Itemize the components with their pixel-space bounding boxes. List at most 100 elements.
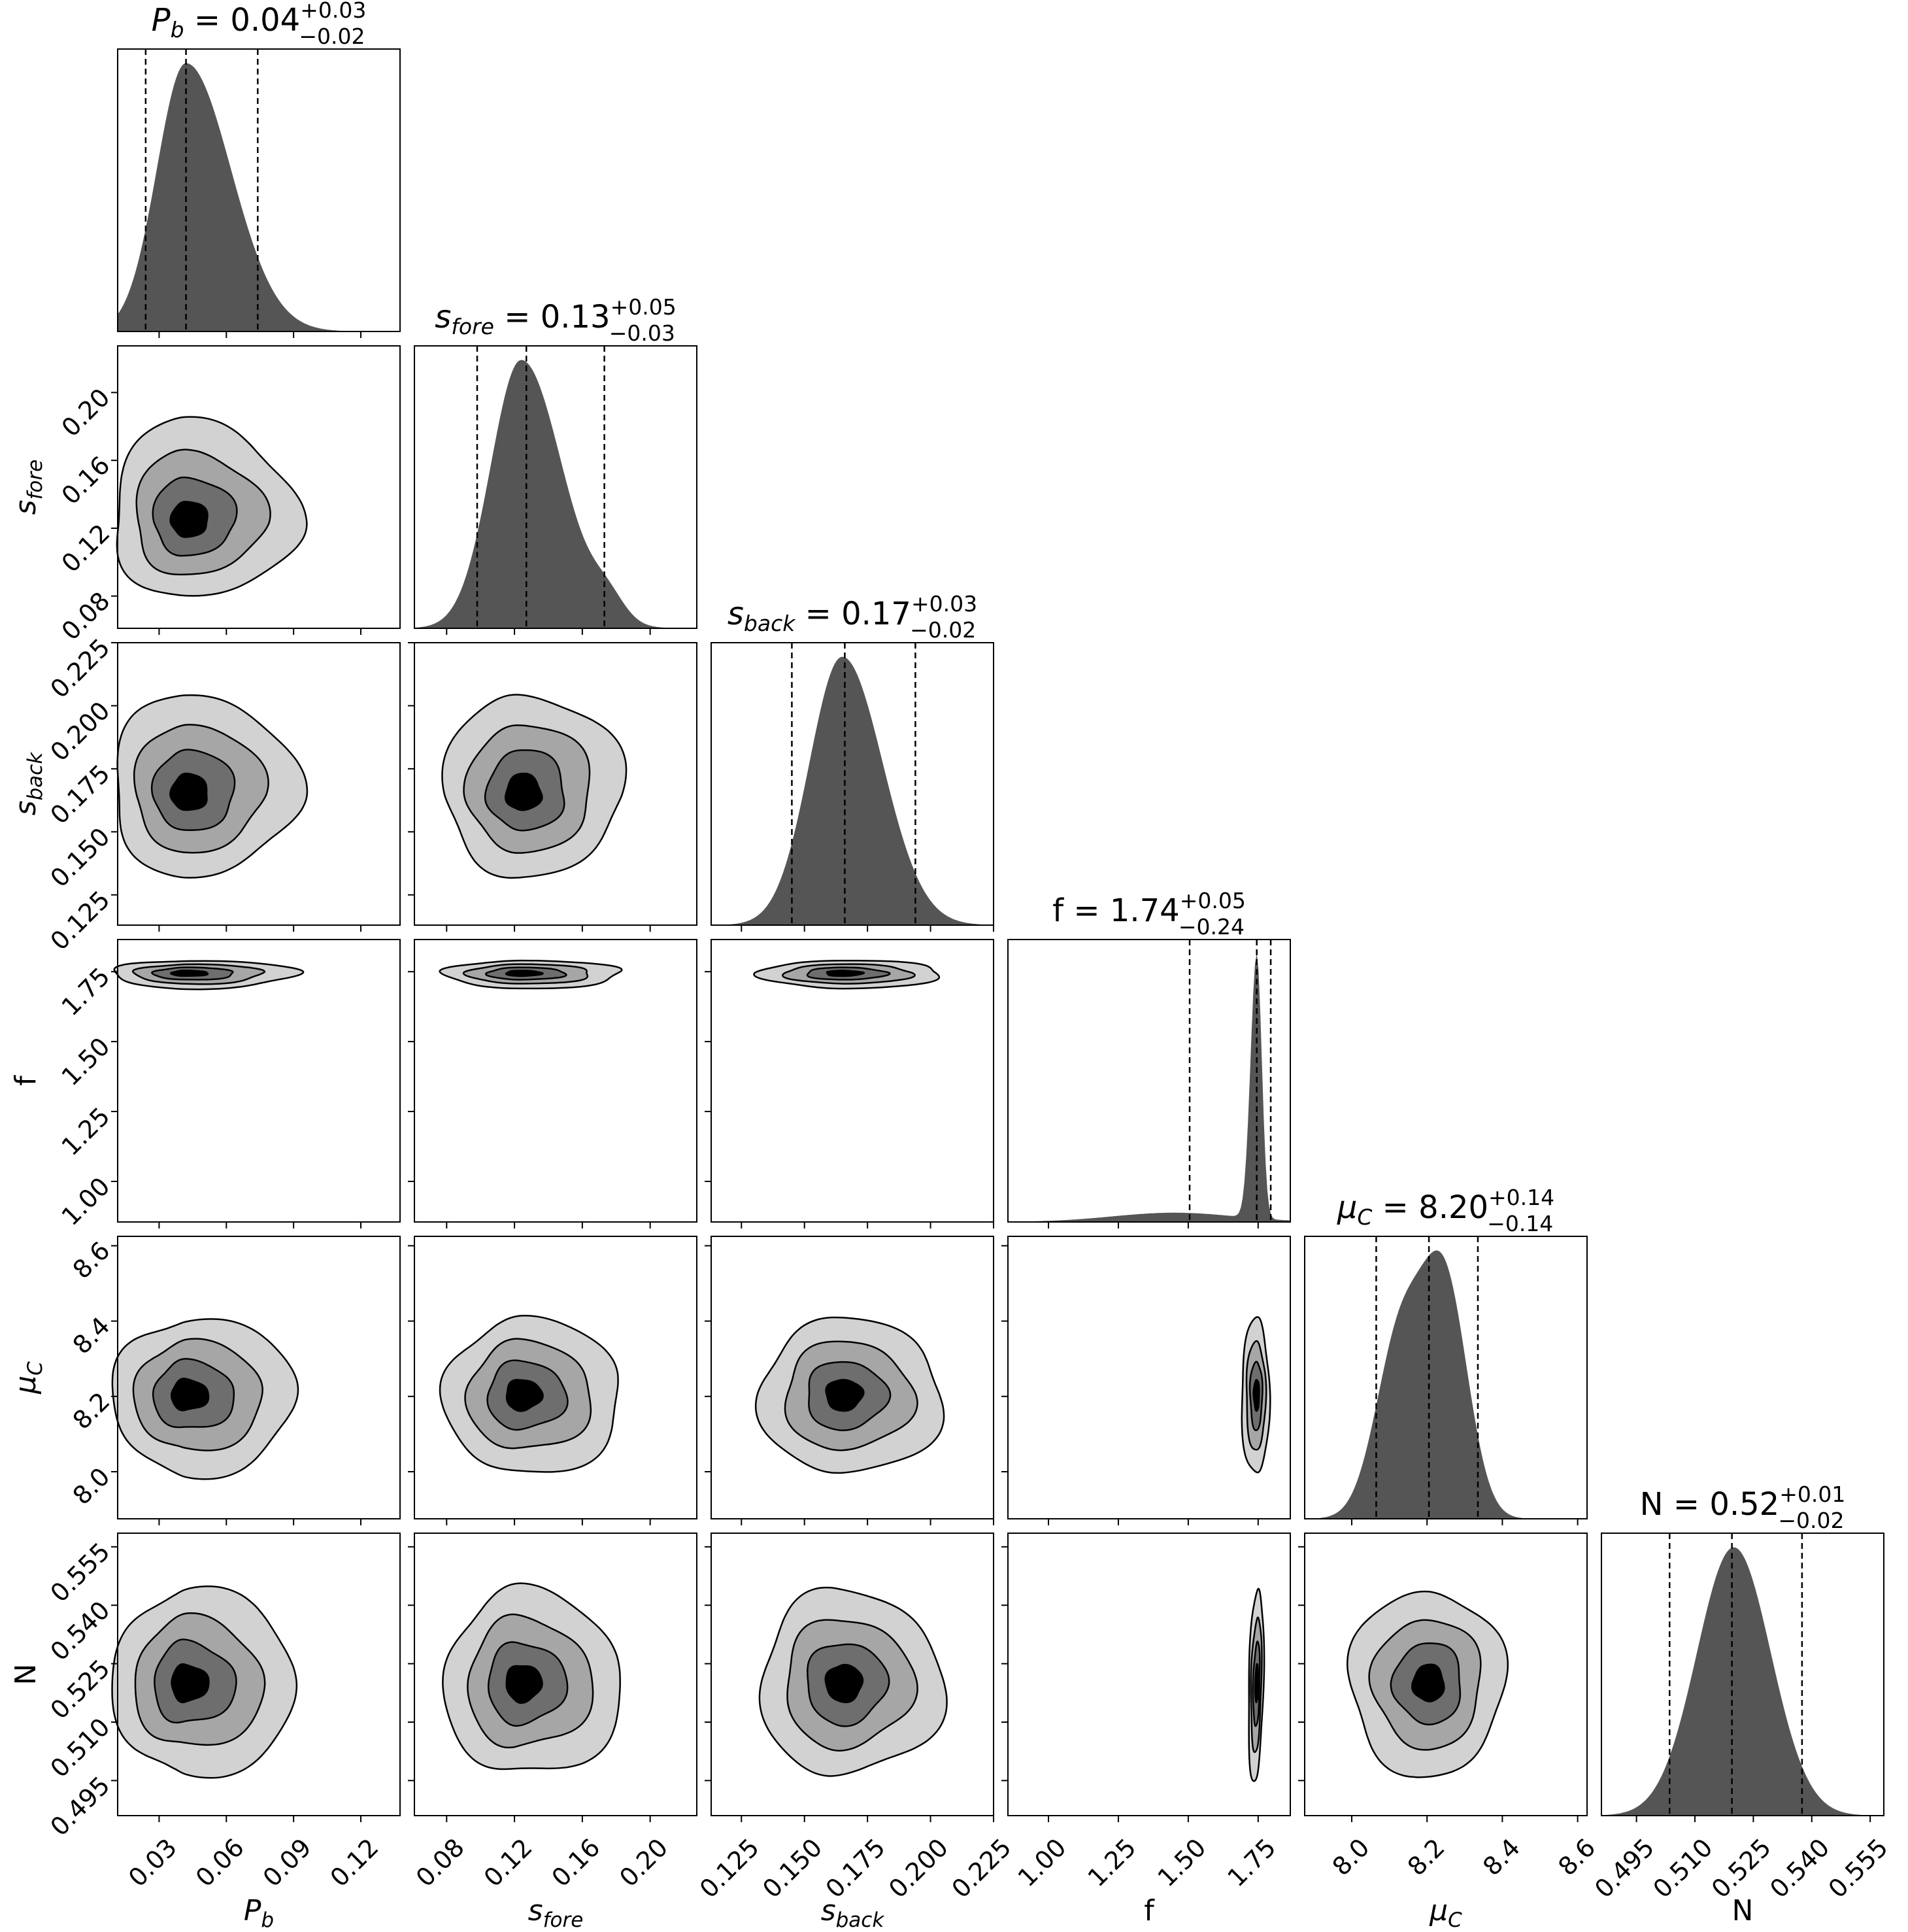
- y-tick-label: 0.495: [45, 1771, 116, 1842]
- axis-frame: [117, 1533, 401, 1816]
- y-tick-label: 1.25: [56, 1102, 116, 1161]
- contour-level-4: [505, 1379, 544, 1412]
- contour-panel-f-muC: [1001, 1236, 1291, 1525]
- y-tick-label: 0.200: [45, 696, 116, 767]
- axis-frame: [414, 642, 697, 926]
- axis-frame: [711, 1236, 994, 1519]
- hist-panel-muC: μC = 8.20+0.14 −0.14: [1304, 1185, 1588, 1525]
- x-tick-label: 0.150: [757, 1833, 828, 1903]
- x-tick-label: 0.03: [123, 1833, 182, 1892]
- hist-panel-sfore: sfore = 0.13+0.05 −0.03: [414, 294, 697, 635]
- x-tick-label: 1.75: [1222, 1833, 1281, 1892]
- y-tick-label: 0.125: [45, 885, 116, 956]
- x-tick-label: 0.06: [190, 1833, 250, 1892]
- contour-level-4: [824, 1663, 864, 1704]
- y-tick-label: 0.150: [45, 822, 116, 892]
- contour-panel-sback-f: [705, 939, 994, 1229]
- axis-frame: [711, 939, 994, 1223]
- y-axis-label-f: f: [9, 1075, 42, 1086]
- y-tick-label: 1.75: [56, 962, 116, 1021]
- axis-frame: [1304, 1236, 1588, 1519]
- x-tick-label: 0.175: [820, 1833, 891, 1903]
- y-tick-label: 0.555: [45, 1537, 116, 1608]
- x-tick-label: 0.525: [1706, 1833, 1777, 1903]
- title-sback: sback = 0.17+0.03 −0.02: [728, 591, 977, 643]
- y-tick-label: 0.225: [45, 633, 116, 703]
- contour-level-4: [505, 970, 544, 977]
- contour-level-4: [170, 1378, 210, 1412]
- x-axis-label-N: N: [1732, 1894, 1754, 1927]
- x-axis-label-sfore: sfore: [528, 1894, 584, 1932]
- histogram-N: [1601, 1547, 1884, 1816]
- axis-frame: [414, 939, 697, 1223]
- title-Pb: Pb = 0.04+0.03 −0.02: [152, 0, 367, 49]
- x-tick-label: 0.20: [614, 1833, 673, 1892]
- y-tick-label: 1.50: [56, 1032, 116, 1091]
- x-tick-label: 1.50: [1152, 1833, 1212, 1892]
- hist-panel-f: f = 1.74+0.05 −0.24: [1007, 888, 1291, 1229]
- x-tick-label: 8.2: [1402, 1833, 1450, 1881]
- y-axis-label-sback: sback: [9, 752, 47, 816]
- contour-level-4: [171, 1663, 210, 1704]
- axis-frame: [1601, 1533, 1884, 1816]
- title-muC: μC = 8.20+0.14 −0.14: [1337, 1185, 1554, 1236]
- contour-panel-Pb-N: 0.03 0.06 0.09 0.12 0.4950.5100.5250.5400.55…: [9, 1533, 401, 1932]
- histogram-muC: [1305, 1250, 1587, 1519]
- x-axis-label-sback: sback: [821, 1894, 885, 1932]
- contour-level-4: [169, 772, 208, 811]
- axis-frame: [117, 345, 401, 629]
- contour-level-4: [169, 970, 209, 977]
- x-tick-label: 8.0: [1327, 1833, 1375, 1881]
- axis-frame: [414, 345, 697, 629]
- y-tick-label: 0.08: [56, 586, 116, 646]
- contour-level-4: [825, 1379, 865, 1412]
- x-tick-label: 1.00: [1013, 1833, 1072, 1892]
- contour-panel-sfore-f: [408, 939, 697, 1229]
- y-axis-label-sfore: sfore: [9, 460, 47, 515]
- contour-panel-sfore-sback: [408, 642, 697, 932]
- hist-panel-Pb: Pb = 0.04+0.03 −0.02: [117, 0, 401, 338]
- x-tick-label: 8.4: [1477, 1833, 1526, 1881]
- contour-level-4: [826, 970, 865, 977]
- contour-level-4: [1411, 1663, 1445, 1703]
- x-tick-label: 0.225: [946, 1833, 1017, 1903]
- histogram-Pb: [118, 63, 400, 331]
- y-tick-label: 0.12: [56, 518, 116, 578]
- y-tick-label: 0.525: [45, 1654, 116, 1725]
- hist-panel-sback: sback = 0.17+0.03 −0.02: [711, 591, 994, 932]
- x-tick-label: 0.495: [1589, 1833, 1660, 1903]
- x-axis-label-muC: μC: [1429, 1894, 1462, 1932]
- axis-frame: [711, 642, 994, 926]
- x-tick-label: 0.555: [1823, 1833, 1894, 1903]
- y-tick-label: 8.2: [67, 1387, 116, 1435]
- hist-panel-N: N = 0.52+0.01 −0.02 0.4950.5100.5250.5400.…: [1589, 1482, 1894, 1927]
- axis-frame: [1007, 1236, 1291, 1519]
- axis-frame: [711, 1533, 994, 1816]
- x-tick-label: 8.6: [1552, 1833, 1601, 1881]
- contour-panel-sfore-muC: [408, 1236, 697, 1525]
- histogram-f: [1008, 953, 1290, 1222]
- y-tick-label: 0.510: [45, 1712, 116, 1783]
- axis-frame: [414, 1533, 697, 1816]
- y-tick-label: 8.4: [67, 1312, 116, 1360]
- y-axis-label-N: N: [9, 1664, 42, 1686]
- contour-panel-muC-N: 8.0 8.2 8.4 8.6 μC: [1298, 1533, 1601, 1932]
- contour-level-4: [1254, 1663, 1259, 1704]
- axis-frame: [1007, 1533, 1291, 1816]
- y-tick-label: 0.20: [56, 383, 116, 443]
- x-tick-label: 0.510: [1648, 1833, 1718, 1903]
- x-axis-label-Pb: Pb: [244, 1894, 274, 1932]
- title-sfore: sfore = 0.13+0.05 −0.03: [435, 294, 676, 346]
- y-axis-label-muC: μC: [9, 1361, 47, 1395]
- y-tick-label: 0.175: [45, 759, 116, 830]
- title-N: N = 0.52+0.01 −0.02: [1640, 1482, 1846, 1533]
- axis-frame: [414, 1236, 697, 1519]
- title-f: f = 1.74+0.05 −0.24: [1052, 888, 1246, 940]
- x-tick-label: 0.08: [410, 1833, 470, 1892]
- contour-panel-sback-muC: [705, 1236, 994, 1525]
- y-tick-label: 8.0: [67, 1462, 116, 1510]
- axis-frame: [1007, 939, 1291, 1223]
- contour-panel-Pb-muC: 8.0 8.2 8.4 8.6 μC: [9, 1236, 401, 1525]
